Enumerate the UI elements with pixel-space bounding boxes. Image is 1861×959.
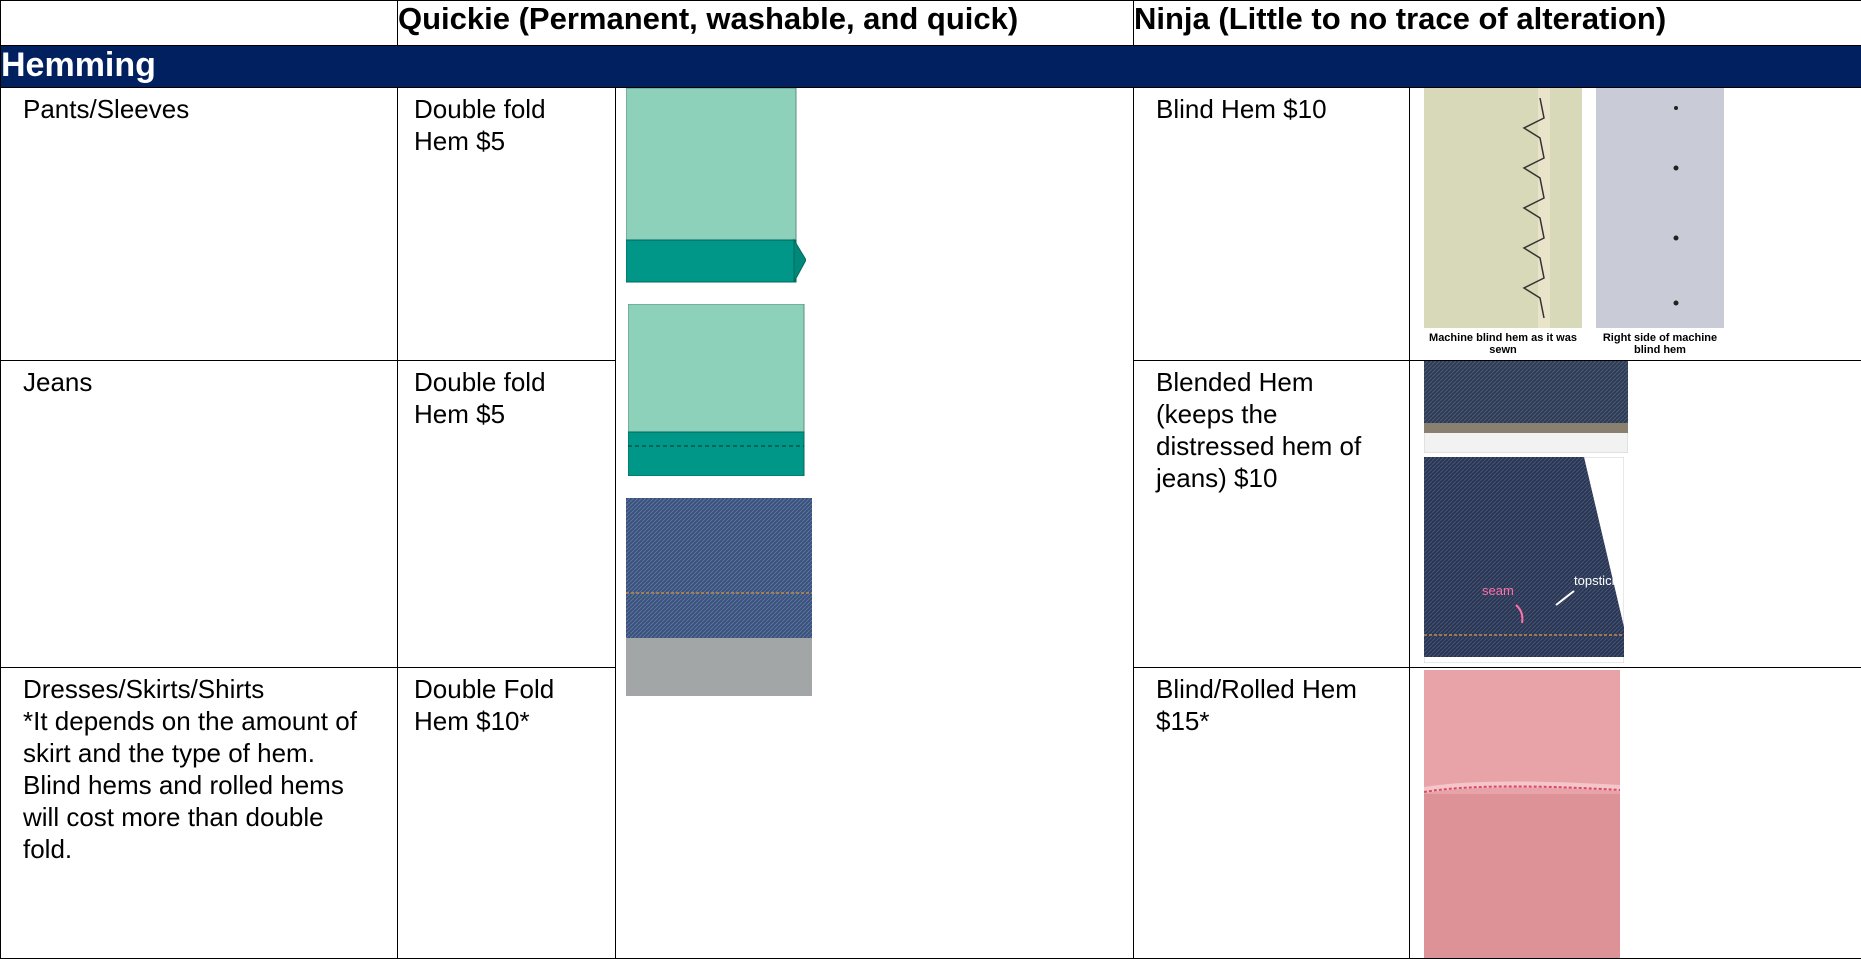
quickie-illustrations-cell bbox=[616, 88, 1134, 959]
item-label: Dresses/Skirts/Shirts bbox=[1, 668, 397, 705]
ninja-label: Blind/Rolled Hem $15* bbox=[1134, 668, 1409, 737]
ninja-label: Blended Hem (keeps the distressed hem of… bbox=[1134, 361, 1409, 494]
double-fold-diagram-1 bbox=[626, 88, 806, 288]
blind-hem-caption-right: Right side of machine blind hem bbox=[1596, 332, 1724, 356]
item-cell: Dresses/Skirts/Shirts *It depends on the… bbox=[1, 668, 398, 959]
seam-label: seam bbox=[1482, 583, 1514, 598]
quickie-cell: Double fold Hem $5 bbox=[398, 88, 616, 361]
header-empty-cell bbox=[1, 1, 398, 46]
item-label: Jeans bbox=[1, 361, 397, 398]
ninja-illustration-cell: Machine blind hem as it was sewn Right s… bbox=[1410, 88, 1861, 361]
table-row: Pants/Sleeves Double fold Hem $5 bbox=[1, 88, 1861, 361]
ninja-cell: Blind Hem $10 bbox=[1134, 88, 1410, 361]
table-header-row: Quickie (Permanent, washable, and quick)… bbox=[1, 1, 1861, 46]
quickie-cell: Double Fold Hem $10* bbox=[398, 668, 616, 959]
rolled-hem-photo bbox=[1424, 670, 1620, 959]
ninja-cell: Blended Hem (keeps the distressed hem of… bbox=[1134, 361, 1410, 668]
blended-hem-photo-bottom: seam topstich bbox=[1424, 457, 1624, 663]
item-note: *It depends on the amount of skirt and t… bbox=[1, 705, 397, 865]
item-cell: Pants/Sleeves bbox=[1, 88, 398, 361]
header-quickie: Quickie (Permanent, washable, and quick) bbox=[398, 1, 1134, 46]
header-ninja: Ninja (Little to no trace of alteration) bbox=[1134, 1, 1861, 46]
blended-hem-photo-top bbox=[1424, 361, 1628, 453]
quickie-label: Double Fold Hem $10* bbox=[398, 668, 615, 737]
ninja-illustration-cell bbox=[1410, 668, 1861, 959]
blind-hem-caption-sewn: Machine blind hem as it was sewn bbox=[1424, 332, 1582, 356]
quickie-cell: Double fold Hem $5 bbox=[398, 361, 616, 668]
item-cell: Jeans bbox=[1, 361, 398, 668]
item-label: Pants/Sleeves bbox=[1, 88, 397, 125]
double-fold-diagram-2 bbox=[628, 304, 808, 476]
quickie-label: Double fold Hem $5 bbox=[398, 361, 615, 430]
ninja-cell: Blind/Rolled Hem $15* bbox=[1134, 668, 1410, 959]
quickie-label: Double fold Hem $5 bbox=[398, 88, 615, 157]
blind-hem-photo-right-side: Right side of machine blind hem bbox=[1596, 88, 1724, 328]
section-title-hemming: Hemming bbox=[1, 46, 1861, 88]
topstich-label: topstich bbox=[1574, 573, 1619, 588]
blind-hem-photo-sewn: Machine blind hem as it was sewn bbox=[1424, 88, 1582, 328]
jeans-hem-photo bbox=[626, 498, 812, 696]
ninja-illustration-cell: seam topstich bbox=[1410, 361, 1861, 668]
ninja-label: Blind Hem $10 bbox=[1134, 88, 1409, 125]
section-band-row: Hemming bbox=[1, 46, 1861, 88]
